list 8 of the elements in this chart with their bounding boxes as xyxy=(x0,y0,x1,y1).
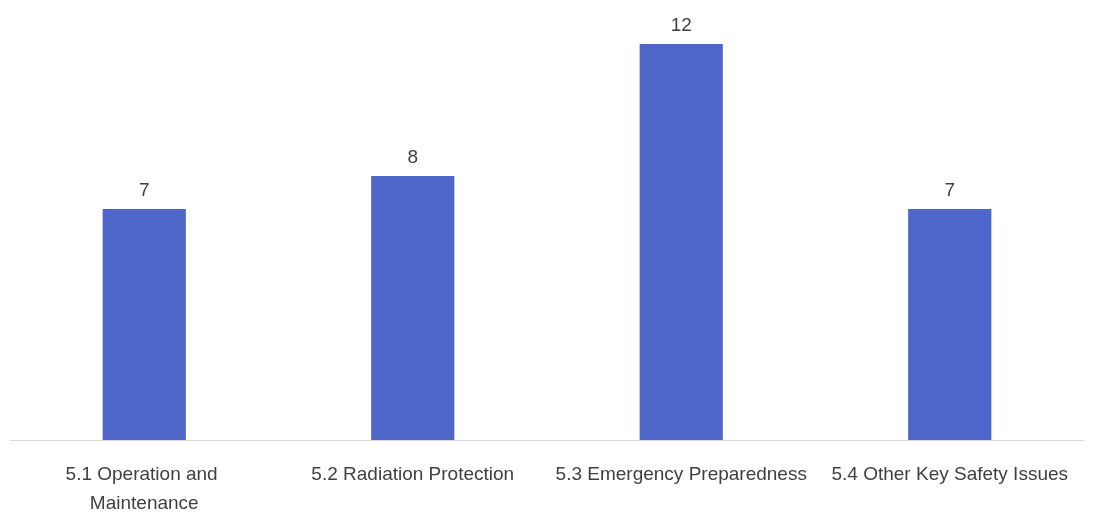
data-label: 7 xyxy=(138,179,150,200)
data-label: 7 xyxy=(944,179,956,200)
x-tick-label: 5.3 Emergency Preparedness xyxy=(555,463,807,484)
data-label: 8 xyxy=(407,146,419,167)
x-tick-label: 5.4 Other Key Safety Issues xyxy=(831,463,1069,484)
x-tick-label: 5.2 Radiation Protection xyxy=(311,463,515,484)
x-tick-label: 5.1 Operation and Maintenance xyxy=(65,463,223,513)
data-label: 12 xyxy=(670,14,692,35)
